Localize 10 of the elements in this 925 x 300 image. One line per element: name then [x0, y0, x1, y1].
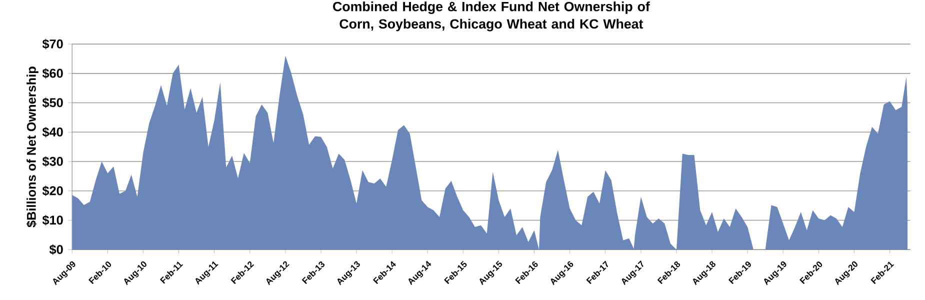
y-tick-label: $70	[42, 38, 63, 50]
y-tick-label: $60	[42, 68, 63, 78]
y-axis-title: $Billions of Net Ownership	[26, 66, 38, 228]
chart-title: Combined Hedge & Index Fund Net Ownership of Corn, Soybeans, Chicago Wheat and KC Wheat	[333, 1, 650, 32]
y-tick-label: $40	[42, 126, 63, 138]
y-tick-label: $0	[49, 244, 63, 255]
y-tick-label: $10	[42, 214, 63, 226]
y-tick-label: $50	[42, 97, 63, 108]
y-tick-label: $20	[42, 186, 63, 196]
y-tick-label: $30	[42, 156, 63, 167]
